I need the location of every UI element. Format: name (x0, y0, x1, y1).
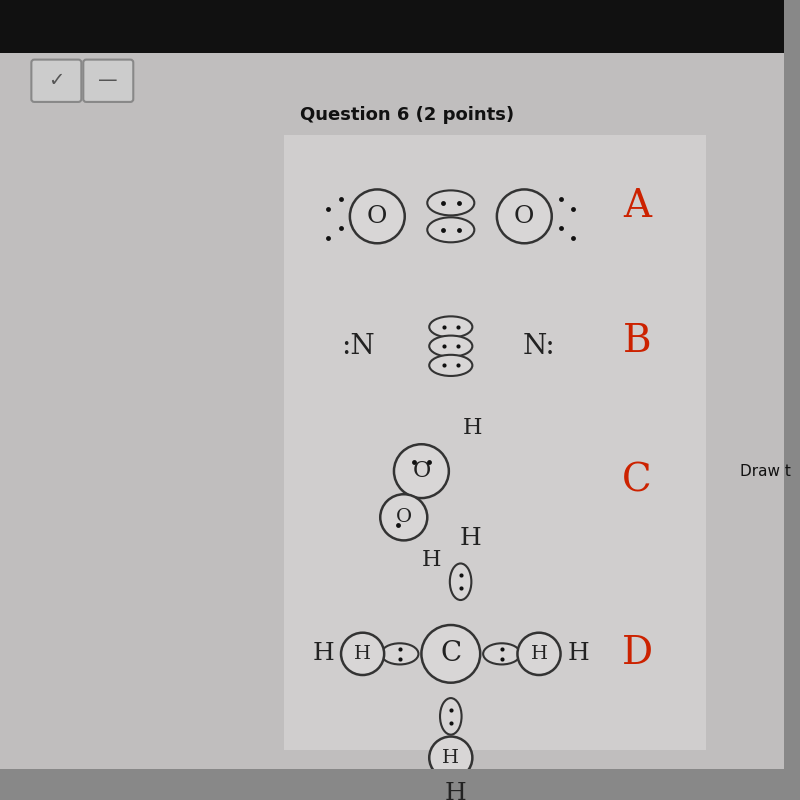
Text: ✓: ✓ (48, 71, 64, 90)
Ellipse shape (427, 218, 474, 242)
Ellipse shape (427, 190, 474, 215)
Ellipse shape (450, 563, 471, 600)
Text: O: O (412, 460, 430, 482)
Text: Question 6 (2 points): Question 6 (2 points) (300, 106, 514, 124)
Circle shape (341, 633, 384, 675)
Text: C: C (622, 462, 652, 499)
FancyBboxPatch shape (31, 60, 82, 102)
Text: A: A (623, 188, 651, 226)
Circle shape (430, 737, 472, 779)
Text: N:: N: (522, 333, 555, 360)
Text: O: O (367, 205, 387, 228)
Circle shape (350, 190, 405, 243)
Text: H: H (445, 782, 466, 800)
Circle shape (380, 494, 427, 540)
Ellipse shape (382, 643, 418, 665)
Ellipse shape (440, 698, 462, 734)
Text: O: O (514, 205, 534, 228)
Circle shape (497, 190, 552, 243)
Text: H: H (422, 549, 441, 570)
Text: H: H (567, 642, 589, 666)
Circle shape (422, 625, 480, 682)
Text: C: C (440, 640, 462, 667)
Text: —: — (98, 71, 118, 90)
Text: H: H (354, 645, 371, 663)
Ellipse shape (483, 643, 520, 665)
Ellipse shape (430, 335, 472, 357)
Text: D: D (622, 635, 653, 672)
Text: H: H (530, 645, 547, 663)
Circle shape (518, 633, 561, 675)
Text: :N: :N (341, 333, 374, 360)
Text: H: H (462, 417, 482, 439)
Text: H: H (442, 749, 459, 766)
Bar (284, 134, 706, 750)
Text: Draw t: Draw t (740, 464, 790, 478)
FancyBboxPatch shape (83, 60, 134, 102)
Ellipse shape (430, 316, 472, 338)
Bar (0, 0, 784, 53)
Text: H: H (313, 642, 334, 666)
Text: B: B (622, 323, 651, 360)
Ellipse shape (430, 355, 472, 376)
Text: O: O (396, 508, 412, 526)
Circle shape (394, 444, 449, 498)
Text: H: H (459, 527, 482, 550)
